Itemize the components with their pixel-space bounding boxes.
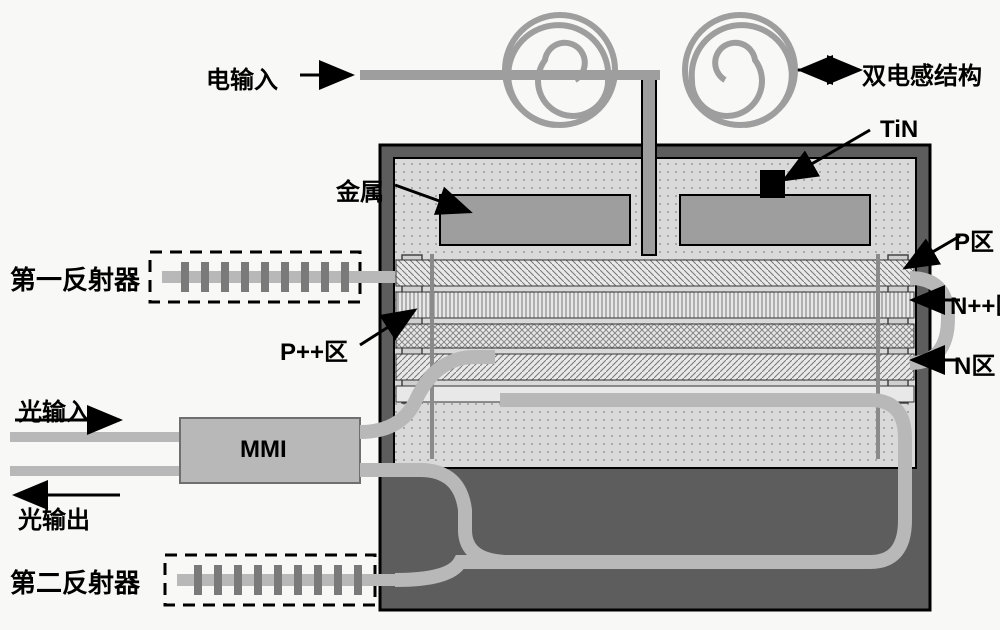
label-tin: TiN xyxy=(880,116,918,144)
label-electrical-input: 电输入 xyxy=(206,60,278,95)
strip-mid xyxy=(396,324,914,348)
tin-block xyxy=(760,170,785,198)
label-reflector2: 第二反射器 xyxy=(10,563,140,600)
wg-out xyxy=(10,466,180,476)
label-p: P区 xyxy=(954,222,994,257)
label-n: N区 xyxy=(954,346,995,381)
metal-pad-right xyxy=(680,195,870,245)
strip-npp xyxy=(396,292,914,318)
metal-pad-left xyxy=(440,195,630,245)
label-ppp: P++区 xyxy=(280,332,348,367)
label-dual-inductor: 双电感结构 xyxy=(862,56,982,91)
wg-in xyxy=(10,432,180,442)
spiral-right xyxy=(685,15,795,125)
label-metal: 金属 xyxy=(336,172,384,207)
label-optical-output: 光输出 xyxy=(18,500,90,535)
electrical-bar xyxy=(360,70,660,80)
label-npp: N++区 xyxy=(950,286,1000,321)
label-optical-input: 光输入 xyxy=(18,392,90,427)
stem xyxy=(642,75,656,255)
strip-p xyxy=(396,260,914,286)
label-mmi: MMI xyxy=(240,436,287,464)
device-schematic xyxy=(0,0,1000,630)
label-reflector1: 第一反射器 xyxy=(10,260,140,297)
reflector-1 xyxy=(150,252,395,302)
